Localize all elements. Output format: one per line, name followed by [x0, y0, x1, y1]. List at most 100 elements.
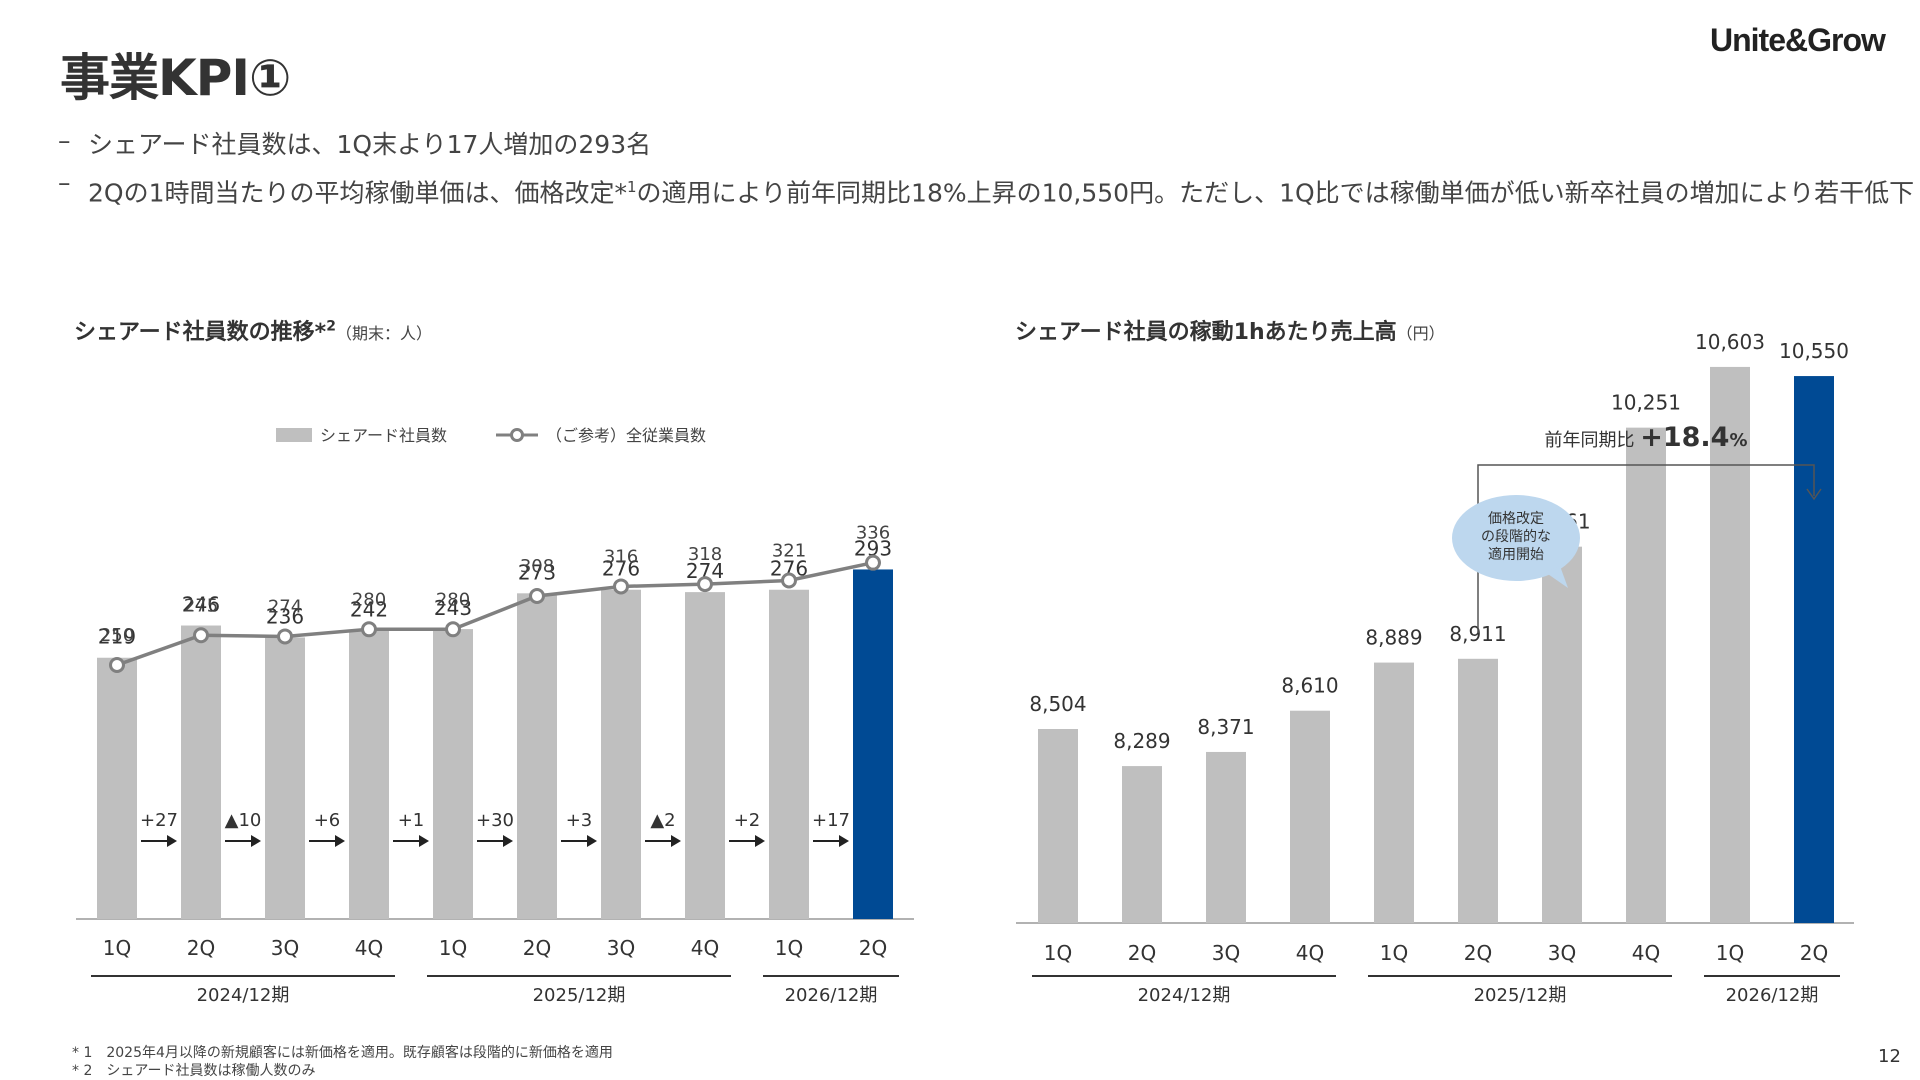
change-label: ▲10: [225, 810, 262, 831]
period-label: 2024/12期: [1138, 985, 1231, 1006]
bar: [265, 637, 305, 919]
line-point: [781, 572, 797, 589]
period-label: 2026/12期: [1726, 985, 1819, 1006]
page-title: 事業KPI①: [60, 49, 291, 107]
category-label: 3Q: [1212, 941, 1240, 965]
line-point: [445, 621, 461, 638]
bar-value-label: 8,371: [1197, 715, 1254, 739]
line-value-label: 336: [856, 523, 890, 544]
change-arrow-head: [587, 835, 597, 847]
line-point: [361, 621, 377, 638]
revenue-per-hour-chart: 8,5048,2898,3718,6108,8898,9119,56110,25…: [1016, 330, 1854, 1006]
period-label: 2025/12期: [1474, 985, 1567, 1006]
line-point: [865, 554, 881, 571]
change-arrow-head: [755, 835, 765, 847]
change-arrow-head: [419, 835, 429, 847]
line-value-label: 321: [772, 541, 806, 562]
footnote-1: * 1 2025年4月以降の新規顧客には新価格を適用。既存顧客は段階的に新価格を…: [72, 1045, 613, 1061]
line-value-label: 250: [100, 625, 134, 646]
bar-value-label: 8,889: [1365, 626, 1422, 650]
shared-employee-chart: シェアード社員数 （ご参考）全従業員数 219 246 236 242 243 273 276 2…: [76, 426, 914, 1006]
page-number: 12: [1878, 1046, 1901, 1067]
bullet-dash: –: [58, 168, 71, 197]
bar: [1542, 546, 1582, 923]
bubble-text: 適用開始: [1488, 546, 1544, 563]
bar: [517, 593, 557, 919]
bar: [1038, 729, 1078, 923]
bullet-text: シェアード社員数は、1Q末より17人増加の293名: [88, 130, 652, 159]
bar-value-label: 243: [434, 596, 472, 620]
bubble-text: 価格改定: [1488, 511, 1544, 527]
bubble-text: の段階的な: [1481, 529, 1551, 545]
line-value-label: 318: [688, 544, 722, 565]
bar: [1794, 376, 1834, 923]
bar-value-label: 236: [266, 604, 304, 628]
period-label: 2025/12期: [533, 985, 626, 1006]
category-label: 2Q: [523, 936, 551, 960]
change-arrow-head: [671, 835, 681, 847]
change-arrow-head: [251, 835, 261, 847]
line-value-label: 274: [268, 596, 302, 617]
category-label: 3Q: [271, 936, 299, 960]
period-label: 2024/12期: [197, 985, 290, 1006]
category-label: 1Q: [103, 936, 131, 960]
change-arrow-head: [839, 835, 849, 847]
line-point: [613, 578, 629, 595]
bar: [433, 629, 473, 919]
bar-value-label: 219: [98, 625, 136, 649]
bar: [1290, 710, 1330, 923]
category-label: 1Q: [1044, 941, 1072, 965]
right-chart-title: シェアード社員の稼動1hあたり売上高（円）: [1015, 320, 1445, 345]
category-label: 1Q: [1716, 941, 1744, 965]
line-point: [109, 657, 125, 673]
bar: [97, 657, 137, 919]
bar: [181, 625, 221, 919]
bubble-tail: [1545, 566, 1568, 588]
company-logo: Unite&Grow: [1710, 22, 1886, 58]
bar: [1122, 766, 1162, 923]
bar-value-label: 273: [518, 560, 556, 584]
change-label: ▲2: [650, 810, 675, 831]
line-point: [193, 627, 209, 644]
bar: [601, 589, 641, 919]
line-value-label: 280: [436, 589, 470, 610]
change-arrow-head: [335, 835, 345, 847]
bar: [769, 589, 809, 919]
yoy-label: 前年同期比 +18.4%: [1544, 422, 1747, 453]
change-arrow-head: [503, 835, 513, 847]
category-label: 2Q: [859, 936, 887, 960]
yoy-arrow-head: [1806, 488, 1822, 501]
category-label: 1Q: [1380, 941, 1408, 965]
bar: [349, 630, 389, 919]
change-label: +1: [398, 810, 425, 831]
category-label: 4Q: [355, 936, 383, 960]
legend-bar-swatch: [276, 428, 312, 442]
bar-value-label: 10,251: [1611, 391, 1681, 415]
bar: [1458, 658, 1498, 923]
price-revision-bubble: [1452, 495, 1580, 581]
category-label: 3Q: [1548, 941, 1576, 965]
legend-bar-label: シェアード社員数: [320, 426, 447, 445]
bar-value-label: 246: [182, 593, 220, 617]
footnote-2: * 2 シェアード社員数は稼働人数のみ: [72, 1063, 316, 1079]
bullet-dash: –: [58, 126, 71, 155]
change-label: +3: [566, 810, 593, 831]
category-label: 1Q: [439, 936, 467, 960]
footnote-ref: 1: [627, 178, 637, 196]
legend-line-label: （ご参考）全従業員数: [546, 426, 706, 445]
bar: [853, 569, 893, 919]
change-label: +17: [812, 810, 850, 831]
line-point: [277, 628, 293, 645]
bar: [1710, 366, 1750, 923]
change-arrow-head: [167, 835, 177, 847]
bar-value-label: 8,289: [1113, 729, 1170, 753]
line-value-label: 308: [520, 556, 554, 577]
change-label: +6: [314, 810, 341, 831]
change-label: +27: [140, 810, 178, 831]
bar-value-label: 8,610: [1281, 674, 1338, 698]
category-label: 2Q: [187, 936, 215, 960]
bar-value-label: 276: [602, 557, 640, 581]
bar: [685, 592, 725, 919]
line-value-label: 275: [184, 595, 218, 616]
change-label: +30: [476, 810, 514, 831]
